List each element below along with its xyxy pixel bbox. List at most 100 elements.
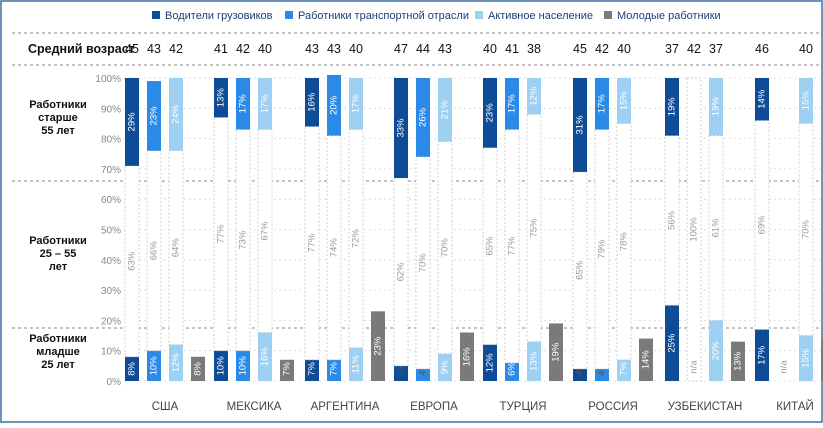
average-age-value: 40 <box>617 42 631 56</box>
y-tick-label: 40% <box>101 256 121 267</box>
bar-label-old: 24% <box>171 104 182 124</box>
x-tick-label: АРГЕНТИНА <box>311 401 380 413</box>
x-tick-label: УЗБЕКИСТАН <box>668 401 743 413</box>
y-tick-label: 50% <box>101 226 121 237</box>
average-age-value: 45 <box>573 42 587 56</box>
average-age-value: 37 <box>665 42 679 56</box>
bar-label-young: 11% <box>351 355 362 374</box>
bar-label-middle: 75% <box>529 218 540 238</box>
y-tick-label: 0% <box>107 377 122 388</box>
x-tick-label: КИТАЙ <box>776 400 814 413</box>
bar-label-middle: 70% <box>801 219 812 239</box>
bar-label-young: 8% <box>127 361 138 375</box>
legend-swatch-1 <box>285 11 293 19</box>
bar-label-old: 15% <box>619 91 630 111</box>
age-group-label-line: 55 лет <box>41 125 75 137</box>
x-tick-label: США <box>152 401 179 413</box>
age-group-label-line: старше <box>38 112 78 124</box>
bar-label-young: 7% <box>329 362 340 376</box>
average-age-value: 47 <box>394 42 408 56</box>
bar-label-old: 12% <box>529 86 540 106</box>
average-age-value: 40 <box>799 42 813 56</box>
bar-label-old: 19% <box>667 97 678 117</box>
average-age-value: 38 <box>527 42 541 56</box>
bar-label-old: 23% <box>485 103 496 123</box>
bar-label-young: 6% <box>507 362 518 376</box>
bar-label-middle: 77% <box>216 224 227 244</box>
average-age-value: 41 <box>214 42 228 56</box>
bar-label-na: n/a <box>779 360 790 374</box>
bar-label-young: 7% <box>282 362 293 376</box>
age-group-label-line: Работники <box>29 333 87 345</box>
bar-label-middle: 62% <box>396 262 407 282</box>
bar-label-old: 31% <box>575 115 586 135</box>
y-tick-label: 70% <box>101 165 121 176</box>
average-age-value: 42 <box>687 42 701 56</box>
bar-label-middle: 66% <box>149 241 160 261</box>
legend-swatch-0 <box>152 11 160 19</box>
bar-label-young: 12% <box>485 353 496 373</box>
bar-label-young: 7% <box>307 362 318 376</box>
bar-label-old: 21% <box>440 100 451 120</box>
bar-label-young: 10% <box>149 356 160 376</box>
bar-label-old: 17% <box>351 94 362 114</box>
age-group-label-line: 25 лет <box>41 359 75 371</box>
average-age-value: 42 <box>236 42 250 56</box>
bar-label-old: 17% <box>238 94 249 114</box>
average-age-value: 40 <box>349 42 363 56</box>
x-tick-label: РОССИЯ <box>588 401 638 413</box>
bar-label-middle: 65% <box>485 236 496 256</box>
bar-label-old: 14% <box>757 89 768 109</box>
y-tick-label: 100% <box>95 74 121 85</box>
age-group-label-line: 25 – 55 <box>40 248 77 260</box>
bar-label-old: 19% <box>711 97 722 117</box>
bar-label-young: 17% <box>757 345 768 365</box>
bar-label-middle: 56% <box>667 210 678 230</box>
bar-label-young: 10% <box>238 356 249 376</box>
bar-label-middle: 77% <box>307 233 318 253</box>
average-age-value: 40 <box>258 42 272 56</box>
average-age-label: Средний возраст <box>28 42 135 56</box>
bar-label-middle: 65% <box>575 260 586 280</box>
bar-label-middle: 74% <box>329 238 340 258</box>
bar-label-middle: 63% <box>127 251 138 271</box>
bar-label-middle: 61% <box>711 218 722 238</box>
bar-label-young: 13% <box>529 351 540 371</box>
bar-label-young: 12% <box>171 353 182 373</box>
bar-label-middle: 73% <box>238 230 249 250</box>
bar-label-young: 10% <box>216 356 227 376</box>
x-tick-label: ТУРЦИЯ <box>499 401 546 413</box>
average-age-value: 41 <box>505 42 519 56</box>
average-age-value: 42 <box>595 42 609 56</box>
y-tick-label: 30% <box>101 286 121 297</box>
bar-label-old: 20% <box>329 95 340 115</box>
y-tick-label: 60% <box>101 195 121 206</box>
x-tick-label: МЕКСИКА <box>227 401 282 413</box>
bar-label-young: 8% <box>193 361 204 375</box>
legend-swatch-2 <box>475 11 483 19</box>
bar-label-old: 29% <box>127 112 138 132</box>
bar-label-old: 17% <box>260 94 271 114</box>
bar-label-middle: 70% <box>418 253 429 273</box>
y-tick-label: 20% <box>101 316 121 327</box>
bar-label-middle: 70% <box>440 238 451 258</box>
x-tick-label: ЕВРОПА <box>410 401 458 413</box>
bar-label-middle: 64% <box>171 238 182 258</box>
age-group-label-line: Работники <box>29 235 87 247</box>
bar-label-middle: 72% <box>351 229 362 249</box>
average-age-value: 45 <box>125 42 139 56</box>
bar-label-middle: 78% <box>619 232 630 252</box>
bar-label-young: 23% <box>373 336 384 356</box>
bar-label-old: 15% <box>801 91 812 111</box>
bar-label-young: 15% <box>801 348 812 368</box>
bar-label-young: 9% <box>440 360 451 374</box>
average-age-value: 42 <box>169 42 183 56</box>
bar-label-young: 13% <box>733 351 744 371</box>
bar-label-young: 16% <box>462 347 473 367</box>
average-age-value: 40 <box>483 42 497 56</box>
legend-label-2: Активное население <box>488 10 593 22</box>
bar-label-young: 25% <box>667 333 678 353</box>
